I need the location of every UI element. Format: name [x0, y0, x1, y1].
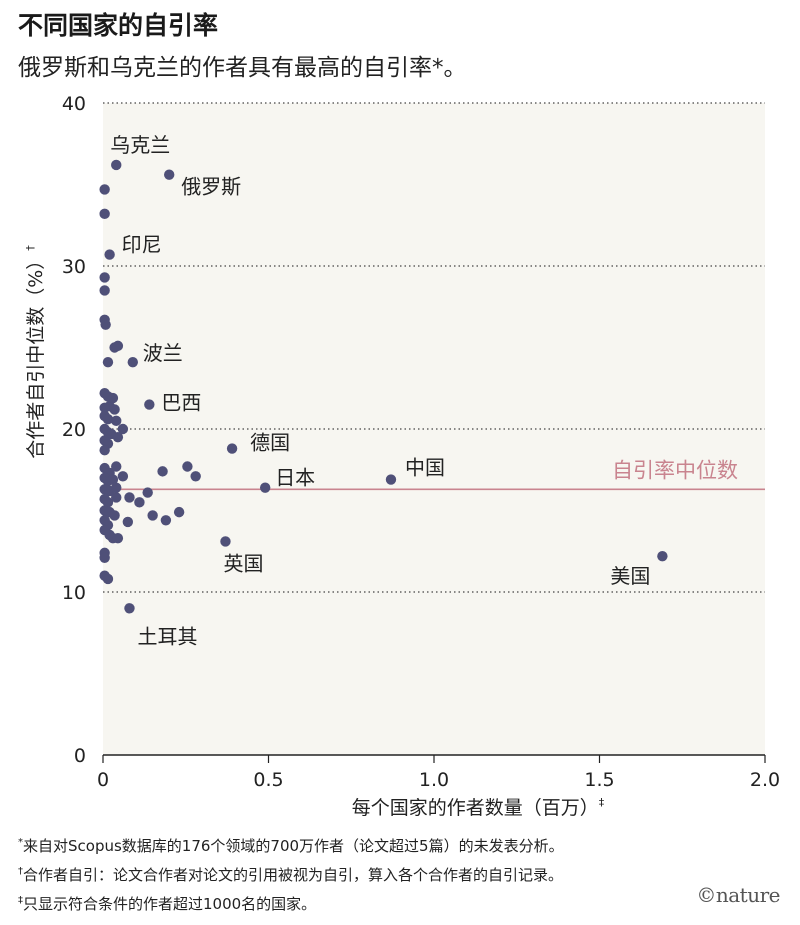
data-point [144, 399, 155, 410]
point-label: 巴西 [161, 391, 201, 415]
data-point [100, 319, 111, 330]
data-point [385, 474, 397, 485]
y-tick-label: 20 [62, 419, 86, 441]
data-point [99, 184, 110, 195]
data-point [657, 550, 668, 562]
data-point [124, 492, 135, 503]
x-tick-label: 0.5 [253, 769, 283, 791]
data-point [220, 536, 231, 547]
data-point [190, 471, 201, 482]
data-point [164, 169, 175, 180]
footnote-1: *来自对Scopus数据库的176个领域的700万作者（论文超过5篇）的未发表分… [18, 830, 564, 859]
data-point [160, 515, 172, 526]
y-axis-label-text: 合作者自引中位数（%） [25, 251, 47, 459]
footnotes: *来自对Scopus数据库的176个领域的700万作者（论文超过5篇）的未发表分… [18, 830, 564, 917]
y-axis-label-mark: † [24, 245, 37, 251]
data-point [173, 506, 185, 518]
data-point [157, 466, 168, 477]
data-point [124, 603, 135, 614]
median-line-group: 自引率中位数 [103, 458, 765, 491]
footnote-text: 合作者自引：论文合作者对论文的引用被视为自引，算入各个合作者的自引记录。 [23, 866, 564, 884]
data-point [182, 461, 193, 472]
nature-logo: ©nature [696, 883, 780, 907]
footnote-mark: † [18, 866, 23, 877]
point-label: 土耳其 [137, 624, 197, 648]
data-point [122, 516, 134, 528]
x-tick-label: 1.0 [419, 769, 449, 791]
footnote-3: ‡只显示符合条件的作者超过1000名的国家。 [18, 888, 564, 917]
data-point [104, 249, 115, 260]
chart-title: 不同国家的自引率 [18, 11, 219, 40]
data-point [99, 285, 110, 296]
data-point [117, 423, 129, 435]
data-point [99, 444, 110, 456]
data-point [142, 487, 153, 498]
data-point [109, 404, 120, 415]
data-point [107, 392, 119, 404]
y-tick-label: 0 [74, 745, 86, 767]
data-point [127, 356, 138, 368]
data-point [112, 533, 124, 544]
point-label: 俄罗斯 [181, 175, 241, 199]
data-point [111, 461, 122, 472]
x-tick-label: 0 [97, 769, 109, 791]
footnote-2: †合作者自引：论文合作者对论文的引用被视为自引，算入各个合作者的自引记录。 [18, 859, 564, 888]
point-label: 波兰 [143, 341, 183, 365]
x-axis-label-mark: ‡ [599, 796, 605, 809]
data-point [99, 272, 110, 283]
data-point [99, 552, 110, 563]
median-label: 自引率中位数 [612, 458, 738, 482]
point-label: 英国 [223, 551, 263, 575]
data-point [111, 415, 122, 427]
x-axis-ticks: 0 0.5 1.0 1.5 2.0 [97, 755, 780, 791]
y-tick-label: 10 [62, 582, 86, 604]
y-tick-label: 40 [62, 93, 86, 115]
x-axis-label-text: 每个国家的作者数量（百万） [352, 797, 599, 819]
data-point [107, 474, 119, 485]
data-point [102, 573, 114, 585]
footnote-mark: * [18, 837, 23, 848]
data-point [111, 159, 122, 171]
data-point [111, 482, 122, 493]
y-tick-label: 30 [62, 256, 86, 278]
footnote-text: 来自对Scopus数据库的176个领域的700万作者（论文超过5篇）的未发表分析… [23, 837, 564, 855]
point-label: 美国 [610, 564, 650, 588]
x-axis-label: 每个国家的作者数量（百万）‡ [352, 796, 605, 819]
data-point [102, 497, 114, 508]
point-label: 印尼 [122, 233, 162, 257]
data-point [134, 497, 145, 508]
data-point [147, 510, 158, 521]
data-point [111, 492, 122, 503]
y-axis-ticks: 0 10 20 30 40 [62, 93, 86, 767]
data-point [112, 340, 124, 352]
data-point [99, 402, 110, 414]
chart-subtitle: 俄罗斯和乌克兰的作者具有最高的自引率*。 [18, 55, 467, 81]
footnote-mark: ‡ [18, 895, 23, 906]
data-point [117, 471, 129, 482]
point-label: 日本 [275, 466, 315, 490]
x-tick-label: 2.0 [750, 769, 780, 791]
data-point [109, 510, 120, 521]
point-label: 德国 [250, 431, 290, 455]
y-axis-label: 合作者自引中位数（%）† [24, 245, 47, 459]
data-point [99, 208, 110, 220]
data-point [112, 431, 124, 443]
data-point [226, 443, 238, 454]
data-point [259, 482, 271, 493]
footnote-text: 只显示符合条件的作者超过1000名的国家。 [23, 895, 317, 913]
data-points [99, 159, 668, 614]
x-tick-label: 1.5 [584, 769, 614, 791]
data-point [102, 414, 114, 425]
plot-background [103, 103, 765, 755]
data-point [102, 356, 114, 368]
point-label: 乌克兰 [110, 133, 170, 157]
point-label: 中国 [405, 456, 445, 480]
